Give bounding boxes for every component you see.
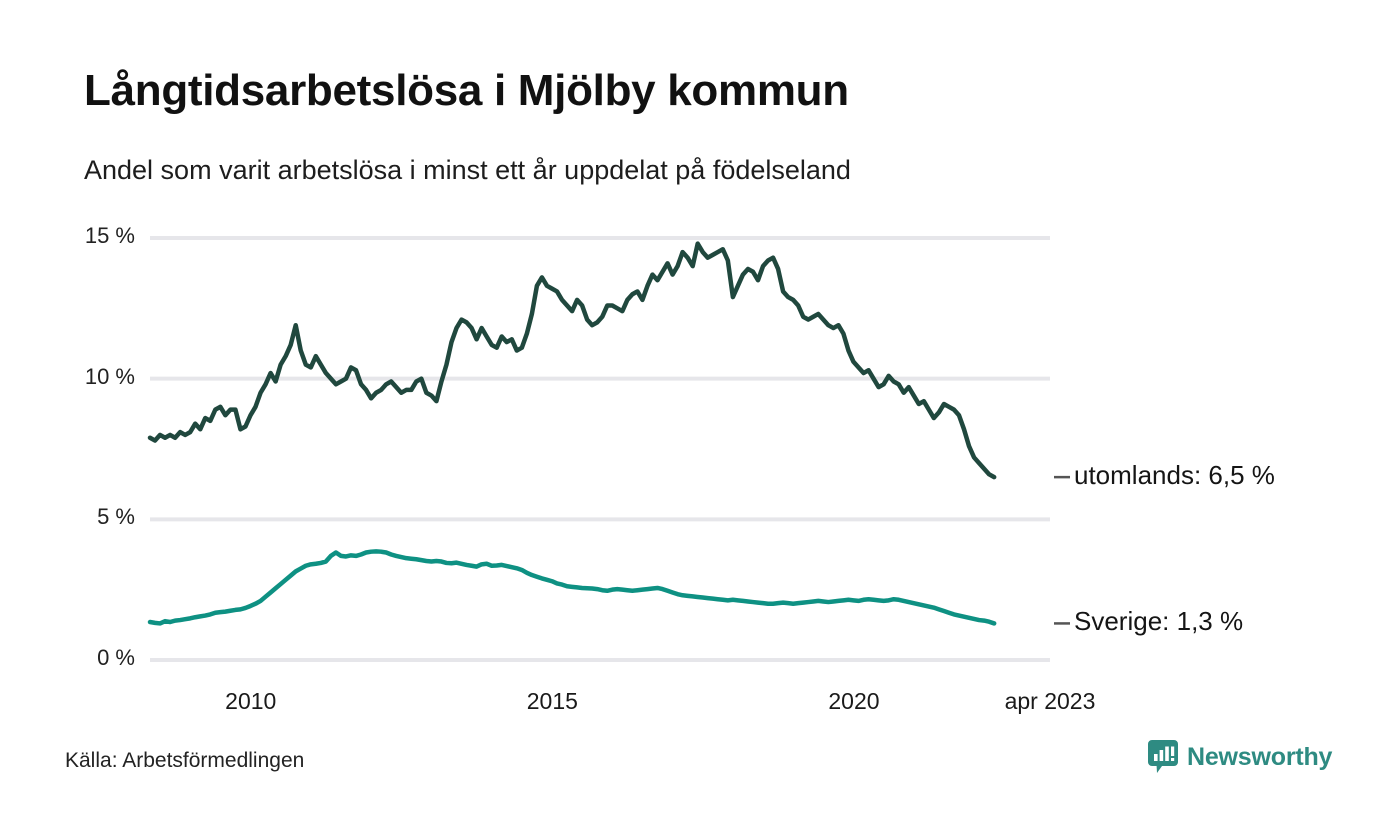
source-note: Källa: Arbetsförmedlingen xyxy=(65,749,305,772)
newsworthy-logo: Newsworthy xyxy=(1148,740,1332,774)
x-axis-tick-label: 2010 xyxy=(225,688,277,714)
series-lines xyxy=(147,241,997,626)
gridlines xyxy=(150,236,1050,662)
series-line-Sverige xyxy=(147,549,997,626)
x-axis-tick-label: 2015 xyxy=(526,688,578,714)
x-axis-tick-label: 2020 xyxy=(828,688,880,714)
series-label-sverige: Sverige: 1,3 % xyxy=(1074,606,1244,637)
logo-text: Newsworthy xyxy=(1187,742,1333,771)
series-label-utomlands: utomlands: 6,5 % xyxy=(1074,460,1275,491)
speech-bubble-bar-chart-icon xyxy=(1148,740,1178,773)
y-axis-tick-label: 5 % xyxy=(97,504,135,530)
label-connectors xyxy=(1054,475,1070,625)
y-axis-tick-label: 15 % xyxy=(84,223,135,248)
series-line-utomlands xyxy=(147,241,997,480)
y-axis-tick-label: 10 % xyxy=(84,363,135,389)
page-subtitle: Andel som varit arbetslösa i minst ett å… xyxy=(84,155,851,185)
y-axis-tick-label: 0 % xyxy=(97,645,135,670)
x-axis-tick-label: apr 2023 xyxy=(1004,688,1096,714)
page-title: Långtidsarbetslösa i Mjölby kommun xyxy=(84,66,849,115)
